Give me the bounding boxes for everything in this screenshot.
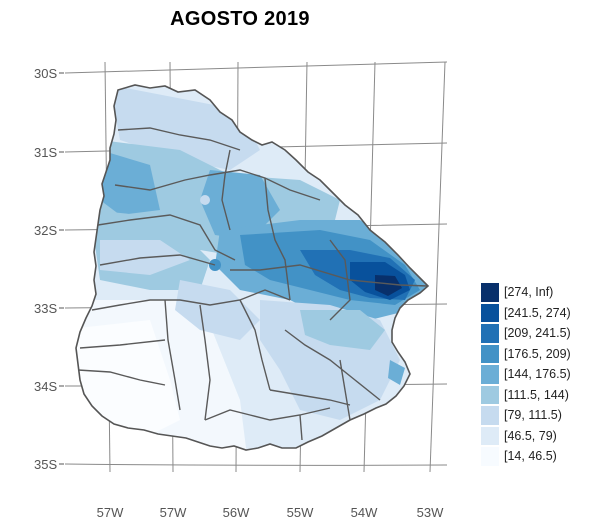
- legend-label: [176.5, 209): [504, 346, 571, 361]
- y-ticks: [59, 72, 64, 465]
- y-tick-label: 35S: [34, 457, 57, 472]
- map-title: AGOSTO 2019: [170, 8, 310, 30]
- legend-item: [14, 46.5): [481, 446, 571, 467]
- legend-swatch: [481, 344, 499, 363]
- legend-item: [274, Inf): [481, 282, 571, 303]
- legend-item: [176.5, 209): [481, 344, 571, 365]
- legend-label: [209, 241.5): [504, 326, 571, 341]
- legend: [274, Inf) [241.5, 274) [209, 241.5) [17…: [481, 282, 571, 467]
- legend-label: [274, Inf): [504, 285, 554, 300]
- legend-label: [46.5, 79): [504, 428, 557, 443]
- legend-label: [79, 111.5): [504, 408, 562, 423]
- precip-field: [76, 85, 428, 450]
- legend-item: [241.5, 274): [481, 303, 571, 324]
- x-tick-label: 57W: [97, 505, 124, 520]
- legend-label: [14, 46.5): [504, 449, 557, 464]
- legend-swatch: [481, 283, 499, 302]
- legend-item: [79, 111.5): [481, 405, 571, 426]
- y-axis: 30S 31S 32S 33S 34S 35S: [34, 66, 57, 472]
- y-tick-label: 30S: [34, 66, 57, 81]
- legend-swatch: [481, 426, 499, 445]
- legend-item: [144, 176.5): [481, 364, 571, 385]
- y-tick-label: 31S: [34, 145, 57, 160]
- y-tick-label: 34S: [34, 379, 57, 394]
- country-outline: [75, 84, 430, 451]
- legend-item: [46.5, 79): [481, 426, 571, 447]
- x-axis: 57W 57W 56W 55W 54W 53W: [97, 505, 444, 520]
- x-tick-label: 53W: [417, 505, 444, 520]
- legend-item: [209, 241.5): [481, 323, 571, 344]
- legend-swatch: [481, 324, 499, 343]
- y-tick-label: 33S: [34, 301, 57, 316]
- legend-swatch: [481, 365, 499, 384]
- legend-item: [111.5, 144): [481, 385, 571, 406]
- legend-label: [111.5, 144): [504, 387, 569, 402]
- x-tick-label: 54W: [351, 505, 378, 520]
- legend-swatch: [481, 406, 499, 425]
- x-tick-label: 55W: [287, 505, 314, 520]
- department-boundaries: [77, 127, 429, 441]
- legend-label: [241.5, 274): [504, 305, 571, 320]
- legend-swatch: [481, 447, 499, 466]
- legend-swatch: [481, 303, 499, 322]
- legend-swatch: [481, 385, 499, 404]
- legend-label: [144, 176.5): [504, 367, 571, 382]
- x-tick-label: 57W: [160, 505, 187, 520]
- x-tick-label: 56W: [223, 505, 250, 520]
- y-tick-label: 32S: [34, 223, 57, 238]
